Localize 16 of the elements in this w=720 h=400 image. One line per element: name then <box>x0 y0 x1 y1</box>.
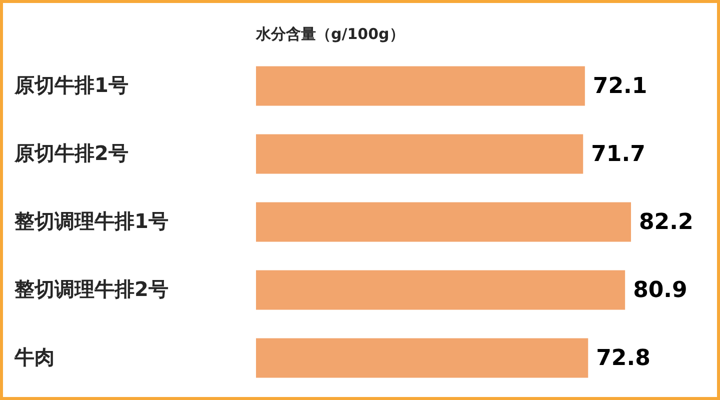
data-label: 72.1 <box>592 74 648 99</box>
y-tick-label: 整切调理牛排1号 <box>14 209 168 233</box>
bar <box>256 66 585 106</box>
bar <box>256 270 626 310</box>
bar <box>256 134 584 174</box>
chart-title: 水分含量（g/100g） <box>255 25 404 43</box>
y-tick-label: 牛肉 <box>14 345 54 369</box>
y-tick-label: 原切牛排2号 <box>14 141 128 165</box>
data-label: 80.9 <box>633 278 688 303</box>
bar <box>256 338 588 378</box>
data-label: 72.8 <box>596 346 650 371</box>
data-label: 71.7 <box>591 142 646 167</box>
bar <box>256 202 631 242</box>
data-label: 82.2 <box>639 210 694 235</box>
y-tick-label: 整切调理牛排2号 <box>14 277 168 301</box>
y-tick-label: 原切牛排1号 <box>14 73 128 97</box>
